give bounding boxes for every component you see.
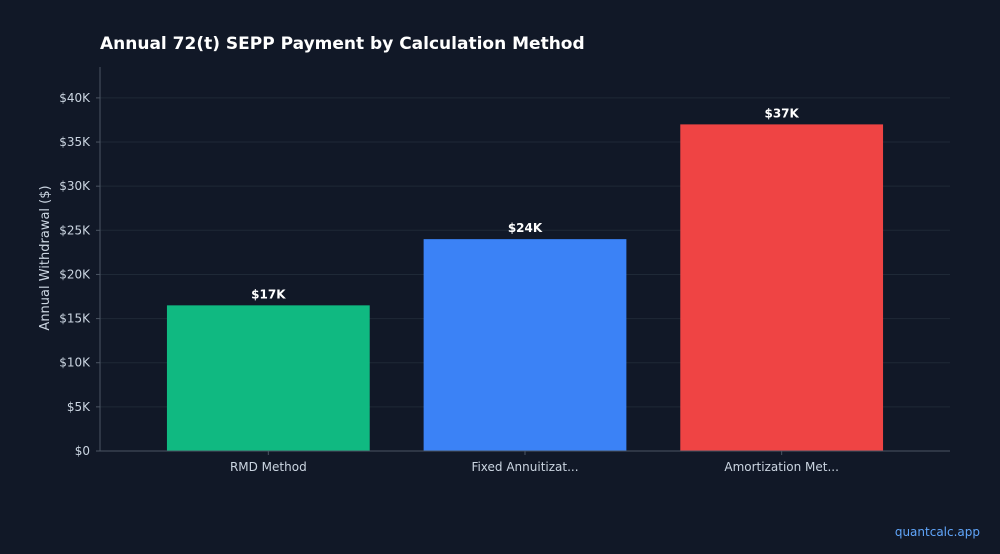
chart-title: Annual 72(t) SEPP Payment by Calculation…	[100, 34, 585, 54]
x-tick-label: Amortization Met...	[724, 460, 839, 474]
x-ticks: RMD Method Fixed Annuitizat... Amortizatio…	[230, 451, 839, 474]
bars	[166, 124, 884, 452]
y-tick-label: $15K	[59, 312, 91, 326]
bar[interactable]	[166, 305, 370, 451]
y-tick-label: $35K	[59, 135, 91, 149]
y-tick-label: $10K	[59, 356, 91, 370]
bar[interactable]	[423, 239, 627, 451]
data-label: $24K	[508, 221, 543, 235]
data-label: $17K	[251, 287, 286, 301]
data-label: $37K	[764, 106, 799, 120]
x-tick-label: Fixed Annuitizat...	[471, 460, 578, 474]
watermark[interactable]: quantcalc.app	[894, 525, 980, 539]
y-tick-label: $5K	[67, 400, 91, 414]
y-tick-label: $40K	[59, 91, 91, 105]
y-tick-label: $20K	[59, 267, 91, 281]
y-tick-label: $0	[75, 444, 90, 458]
y-tick-label: $30K	[59, 179, 91, 193]
bar[interactable]	[680, 124, 884, 452]
y-tick-label: $25K	[59, 223, 91, 237]
data-labels: $17K $24K $37K	[251, 106, 799, 301]
x-tick-label: RMD Method	[230, 460, 307, 474]
y-axis-title: Annual Withdrawal ($)	[38, 185, 53, 330]
y-ticks: $0 $5K $10K $15K $20K $25K $30K $35K $40K	[59, 91, 100, 458]
